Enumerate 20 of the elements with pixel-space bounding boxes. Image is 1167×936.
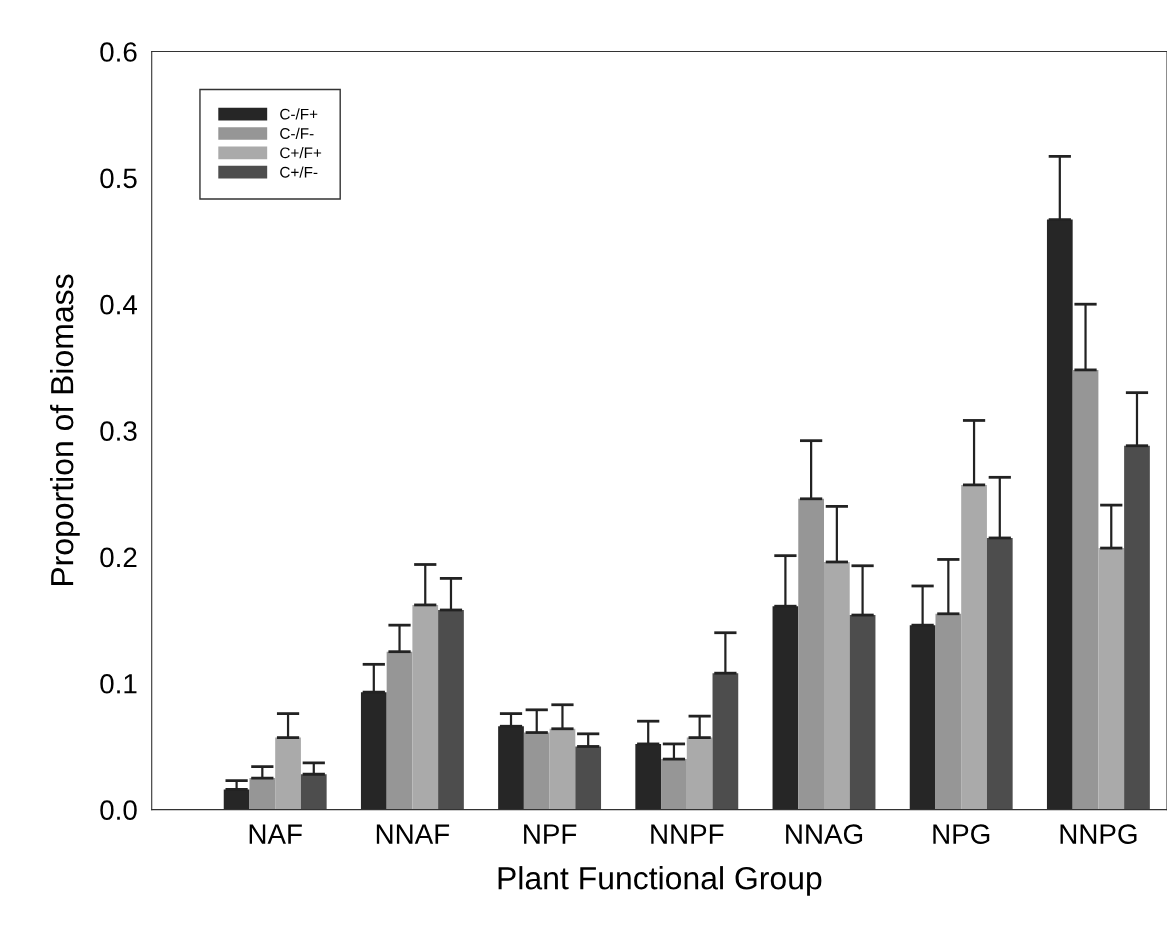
x-tick-label: NAF: [249, 824, 302, 844]
x-tick-label: NNPF: [651, 824, 724, 844]
y-tick-label: 0.1: [100, 673, 137, 694]
x-tick-label: NNPG: [1060, 824, 1137, 844]
y-tick-label: 0.5: [100, 168, 137, 189]
y-tick-label: 0.0: [100, 800, 137, 820]
y-tick-label: 0.3: [100, 421, 137, 441]
x-tick-label: NPF: [524, 824, 577, 844]
legend-label: C-/F+: [280, 108, 318, 120]
y-axis-title: Proportion of Biomass: [49, 274, 80, 586]
x-tick-label: NPG: [933, 824, 990, 844]
y-tick-label: 0.2: [100, 547, 137, 568]
x-tick-label: NNAF: [376, 824, 450, 844]
x-tick-label: NNAG: [786, 824, 863, 844]
legend-label: C+/F+: [280, 147, 322, 159]
y-tick-label: 0.6: [100, 42, 137, 62]
x-axis-title: Plant Functional Group: [498, 866, 822, 896]
legend-label: C+/F-: [280, 166, 318, 178]
y-tick-label: 0.4: [100, 294, 138, 315]
legend-label: C-/F-: [280, 127, 314, 139]
